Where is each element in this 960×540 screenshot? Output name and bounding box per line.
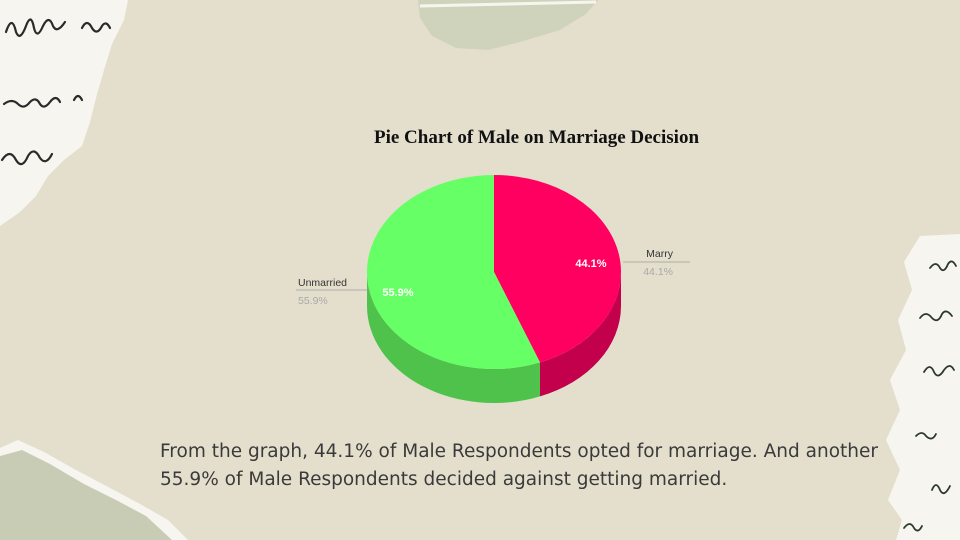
torn-paper-top-left [0, 0, 128, 226]
handwriting-right [903, 260, 957, 532]
pie-side-marry [540, 272, 621, 397]
pie-side-unmarried [367, 272, 541, 403]
pie-value-label-marry: 44.1% [575, 258, 606, 270]
pie-outer-value-unmarried: 55.9% [298, 295, 328, 307]
torn-paper-top-center [418, 0, 598, 50]
chart-title: Pie Chart of Male on Marriage Decision [373, 127, 700, 148]
pie-slice-marry [494, 175, 621, 363]
pie-value-label-unmarried: 55.9% [382, 287, 413, 299]
pie-slice-unmarried [366, 175, 541, 369]
pie-sides [367, 272, 621, 403]
pie-category-label-marry: Marry [646, 248, 674, 260]
pie-category-label-unmarried: Unmarried [298, 277, 347, 289]
torn-paper-right [886, 234, 960, 540]
handwriting-top-left [0, 18, 112, 166]
pie-outer-value-marry: 44.1% [643, 266, 673, 278]
caption-text: From the graph, 44.1% of Male Respondent… [160, 441, 878, 490]
